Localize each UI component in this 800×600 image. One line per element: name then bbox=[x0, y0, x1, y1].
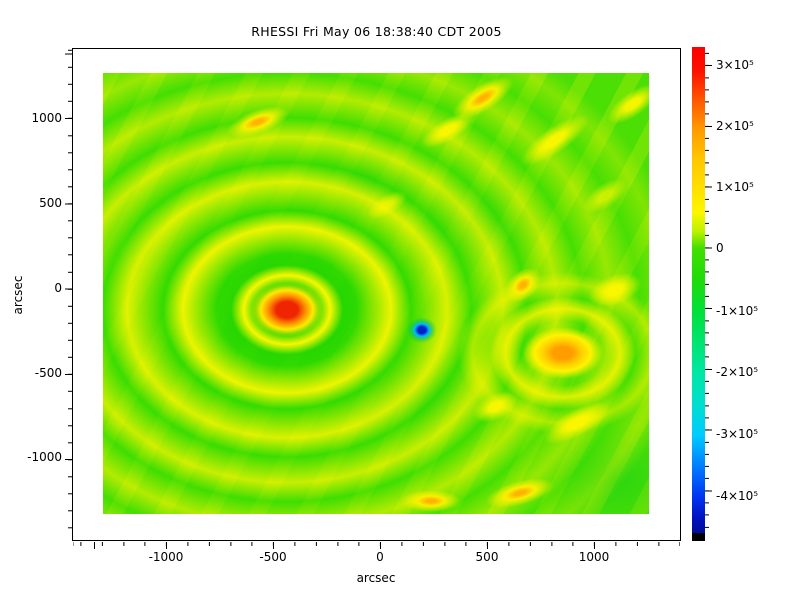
streak-blob bbox=[223, 99, 293, 145]
streak-blob bbox=[400, 489, 461, 512]
y-tick-label: -500 bbox=[34, 366, 62, 380]
colorbar-tick-label: -1×10⁵ bbox=[716, 304, 759, 318]
y-axis-title: arcsec bbox=[11, 275, 25, 315]
streak-blob bbox=[514, 106, 596, 174]
colorbar-below-min-cap bbox=[692, 533, 705, 541]
streak-blob bbox=[584, 266, 647, 314]
y-tick-label: 500 bbox=[39, 196, 62, 210]
streak-blob bbox=[362, 185, 411, 225]
colorbar-tick-label: 1×10⁵ bbox=[716, 180, 754, 194]
y-axis-major-ticks bbox=[65, 49, 72, 540]
streak-blob bbox=[416, 105, 480, 155]
x-tick-label: 0 bbox=[376, 550, 384, 564]
x-tick-label: -1000 bbox=[148, 550, 184, 564]
colorbar-major-ticks bbox=[705, 47, 712, 533]
colorbar-tick-label: 3×10⁵ bbox=[716, 58, 754, 72]
heatmap-image bbox=[103, 73, 649, 514]
y-tick-label: 0 bbox=[54, 281, 62, 295]
colorbar-tick-label: -2×10⁵ bbox=[716, 365, 759, 379]
y-tick-label: 1000 bbox=[31, 111, 62, 125]
streak-blob bbox=[497, 260, 548, 310]
streak-blob bbox=[577, 172, 633, 221]
streak-blob bbox=[468, 385, 522, 429]
colorbar bbox=[692, 47, 705, 533]
plot-title: RHESSI Fri May 06 18:38:40 CDT 2005 bbox=[251, 24, 502, 39]
x-axis-title: arcsec bbox=[356, 571, 396, 585]
streak-blob bbox=[537, 394, 617, 453]
colorbar-tick-label: -4×10⁵ bbox=[716, 489, 759, 503]
x-tick-label: 500 bbox=[475, 550, 499, 564]
x-axis-tick-labels: -1000 -500 0 500 1000 bbox=[0, 550, 800, 566]
colorbar-tick-label: 0 bbox=[716, 241, 724, 255]
streak-blob bbox=[483, 472, 558, 514]
y-axis-tick-labels: 1000 500 0 -500 -1000 bbox=[0, 0, 64, 600]
streak-blob bbox=[601, 76, 649, 131]
colorbar-tick-label: -3×10⁵ bbox=[716, 427, 759, 441]
x-tick-label: 1000 bbox=[578, 550, 610, 564]
x-tick-label: -500 bbox=[259, 550, 287, 564]
x-axis-major-ticks bbox=[73, 542, 680, 549]
colorbar-tick-label: 2×10⁵ bbox=[716, 119, 754, 133]
y-tick-label: -1000 bbox=[27, 450, 62, 464]
colorbar-tick-labels: 3×10⁵ 2×10⁵ 1×10⁵ 0 -1×10⁵ -2×10⁵ -3×10⁵… bbox=[716, 0, 796, 600]
